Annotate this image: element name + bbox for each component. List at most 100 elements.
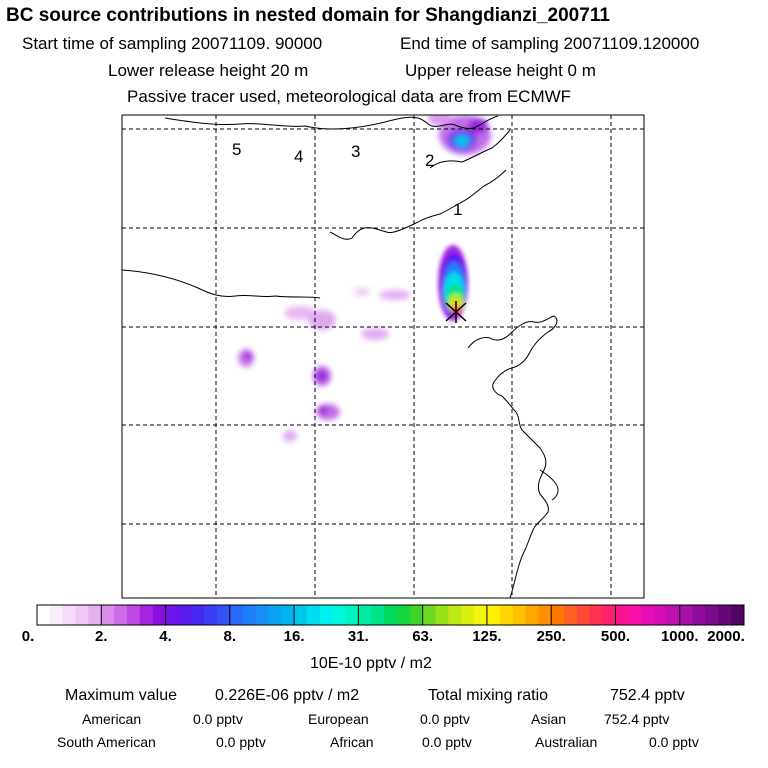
region-name: South American bbox=[57, 734, 156, 750]
region-name: Asian bbox=[531, 711, 567, 727]
colorbar-cell bbox=[615, 605, 629, 625]
colorbar-cell bbox=[49, 605, 64, 625]
colorbar-cell bbox=[88, 605, 102, 625]
region-value: 0.0 pptv bbox=[422, 734, 472, 750]
colorbar-cell bbox=[101, 605, 115, 625]
colorbar-cell bbox=[422, 605, 436, 625]
region-value: 0.0 pptv bbox=[420, 711, 470, 727]
tracer-note: Passive tracer used, meteorological data… bbox=[127, 87, 572, 106]
colorbar-cell bbox=[692, 605, 706, 625]
total-mixing-value: 752.4 pptv bbox=[610, 687, 685, 704]
colorbar-tick-label: 125. bbox=[472, 628, 502, 645]
colorbar-cell bbox=[281, 605, 295, 625]
colorbar-tick-label: 8. bbox=[223, 628, 237, 645]
colorbar-cell bbox=[229, 605, 244, 625]
region-number: 4 bbox=[294, 147, 303, 166]
start-time-label: Start time of sampling 20071109. 90000 bbox=[22, 34, 323, 53]
region-number: 5 bbox=[232, 140, 241, 159]
colorbar-cell bbox=[371, 605, 385, 625]
colorbar-cell bbox=[332, 605, 346, 625]
colorbar-frame bbox=[36, 604, 745, 626]
total-mixing-label: Total mixing ratio bbox=[428, 687, 549, 704]
colorbar-cell bbox=[75, 605, 89, 625]
colorbar-cell bbox=[178, 605, 192, 625]
colorbar-tick-label: 16. bbox=[283, 628, 305, 645]
region-value: 0.0 pptv bbox=[193, 711, 243, 727]
colorbar-cell bbox=[358, 605, 372, 625]
colorbar-tick-label: 31. bbox=[347, 628, 369, 645]
colorbar-cell bbox=[435, 605, 449, 625]
region-number: 2 bbox=[425, 151, 434, 170]
colorbar-cell bbox=[242, 605, 257, 625]
colorbar-cell bbox=[37, 605, 51, 625]
colorbar-cell bbox=[191, 605, 205, 625]
colorbar-cell bbox=[654, 605, 668, 625]
colorbar-cell bbox=[268, 605, 282, 625]
colorbar-cell bbox=[731, 605, 745, 625]
colorbar-cell bbox=[474, 605, 488, 625]
colorbar-cell bbox=[319, 605, 334, 625]
region-value: 752.4 pptv bbox=[604, 711, 670, 727]
colorbar-cell bbox=[62, 605, 77, 625]
colorbar-tick-label: 63. bbox=[412, 628, 434, 645]
colorbar-cell bbox=[718, 605, 732, 625]
colorbar-tick-label: 500. bbox=[600, 628, 631, 645]
colorbar-cell bbox=[641, 605, 655, 625]
colorbar bbox=[36, 604, 745, 626]
station-marker bbox=[445, 301, 467, 323]
region-value: 0.0 pptv bbox=[649, 734, 699, 750]
colorbar-tick-label: 250. bbox=[536, 628, 566, 645]
colorbar-cell bbox=[306, 605, 321, 625]
colorbar-cell bbox=[139, 605, 154, 625]
region-name: African bbox=[330, 734, 374, 750]
colorbar-cell bbox=[551, 605, 565, 625]
colorbar-cell bbox=[666, 605, 681, 625]
coastline bbox=[122, 115, 559, 598]
colorbar-unit: 10E-10 pptv / m2 bbox=[310, 655, 432, 672]
map-background bbox=[122, 115, 644, 598]
contribution-field bbox=[238, 115, 491, 442]
colorbar-cell bbox=[576, 605, 591, 625]
colorbar-tick-label: 2. bbox=[95, 628, 108, 645]
colorbar-cell bbox=[152, 605, 167, 625]
colorbar-cell bbox=[204, 605, 218, 625]
region-name: European bbox=[308, 711, 369, 727]
colorbar-cell bbox=[525, 605, 539, 625]
colorbar-cell bbox=[345, 605, 359, 625]
colorbar-cell bbox=[486, 605, 501, 625]
colorbar-cell bbox=[114, 605, 128, 625]
colorbar-cell bbox=[602, 605, 616, 625]
colorbar-cell bbox=[448, 605, 462, 625]
colorbar-cell bbox=[564, 605, 578, 625]
colorbar-cell bbox=[512, 605, 526, 625]
region-number: 3 bbox=[351, 142, 360, 161]
map-frame bbox=[121, 114, 645, 599]
colorbar-cell bbox=[126, 605, 141, 625]
colorbar-cell bbox=[255, 605, 269, 625]
colorbar-tick-label: 2000. bbox=[707, 628, 745, 645]
station-plume bbox=[438, 245, 468, 321]
map-title: BC source contributions in nested domain… bbox=[6, 5, 610, 26]
colorbar-cell bbox=[409, 605, 424, 625]
colorbar-tick-label: 0. bbox=[21, 628, 35, 645]
colorbar-cell bbox=[499, 605, 514, 625]
lower-release-height: Lower release height 20 m bbox=[108, 61, 309, 80]
region-number: 1 bbox=[453, 200, 462, 219]
upper-release-height: Upper release height 0 m bbox=[405, 61, 596, 80]
colorbar-cell bbox=[589, 605, 604, 625]
region-name: Australian bbox=[535, 734, 598, 750]
colorbar-cell bbox=[384, 605, 398, 625]
max-value-label: Maximum value bbox=[65, 687, 178, 704]
region-value: 0.0 pptv bbox=[216, 734, 266, 750]
colorbar-cell bbox=[396, 605, 411, 625]
colorbar-cell bbox=[461, 605, 475, 625]
colorbar-tick-label: 4. bbox=[159, 628, 172, 645]
colorbar-tick-label: 1000. bbox=[660, 628, 699, 645]
colorbar-cell bbox=[538, 605, 552, 625]
region-name: American bbox=[82, 711, 142, 727]
end-time-label: End time of sampling 20071109.120000 bbox=[400, 34, 700, 53]
max-value: 0.226E-06 pptv / m2 bbox=[215, 687, 360, 704]
colorbar-cell bbox=[216, 605, 231, 625]
colorbar-cell bbox=[679, 605, 694, 625]
